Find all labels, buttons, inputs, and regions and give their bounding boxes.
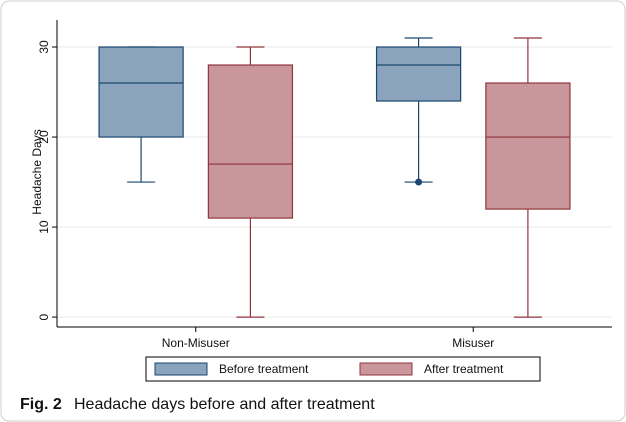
box: [98, 46, 184, 138]
caption-text: Headache days before and after treatment: [74, 396, 375, 413]
legend-frame: [145, 356, 541, 382]
y-tick-label: 20: [37, 130, 51, 144]
box: [207, 64, 294, 219]
y-tick-label: 10: [37, 220, 51, 234]
box: [375, 46, 462, 102]
y-axis-title: Headache Days: [30, 129, 44, 214]
y-tick-label: 30: [37, 40, 51, 54]
legend-swatch: [154, 362, 208, 376]
x-tick-label: Non-Misuser: [162, 336, 230, 350]
y-tick-label: 0: [37, 313, 51, 320]
box: [485, 82, 571, 210]
legend-label: Before treatment: [219, 362, 309, 376]
legend-label: After treatment: [424, 362, 504, 376]
outlier: [415, 178, 423, 186]
x-tick-label: Misuser: [452, 336, 494, 350]
legend-swatch: [359, 362, 413, 376]
caption-label: Fig. 2: [20, 396, 62, 413]
